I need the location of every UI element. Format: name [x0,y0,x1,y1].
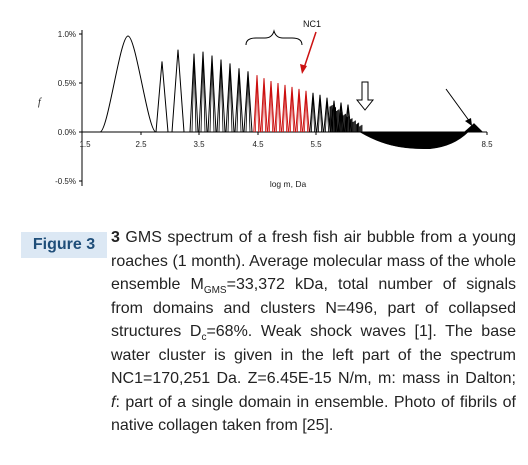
spectrum-peak-inner [304,92,308,133]
spectrum-peak-inner [209,58,215,133]
diagonal-arrow [445,88,471,123]
spectrum-peak [281,84,289,133]
x-tick-label: 4.5 [252,140,264,149]
spectrum-peak [171,49,185,133]
spectrum-peak [99,35,157,133]
figure-label: Figure 3 [21,232,107,258]
gms-spectrum-figure: 1.0% 0.5% 0.0% -0.5% 1.5 2.5 3.5 4.5 5.5 8.5 f log … [0,0,528,215]
spectrum-peak [198,51,208,133]
spectrum-peak [295,88,303,133]
spectrum-peak [288,86,296,133]
x-tick-label: 2.5 [135,140,147,149]
spectrum-peak [189,53,199,133]
spectrum-peak-inner [245,73,251,133]
spectrum-peak [155,61,169,133]
figure-caption: Figure 3 3 GMS spectrum of a fresh fish … [0,226,528,465]
y-tick-label: 0.5% [58,79,76,88]
spectrum-peak [225,63,235,133]
diagonal-arrowhead [465,118,472,126]
chart-labels: 1.0% 0.5% 0.0% -0.5% 1.5 2.5 3.5 4.5 5.5 8.5 f log … [38,30,493,189]
negative-lobe [358,131,469,150]
y-tick-label: 0.0% [58,128,76,137]
spectrum-peak-inner [297,90,301,133]
spectrum-peak [243,71,253,133]
right-peak [464,123,483,132]
y-tick-label: -0.5% [55,177,76,186]
spectrum-peak [316,94,324,133]
caption-subscript-c: c [201,332,207,344]
spectrum-peak-inner [276,84,280,133]
spectrum-peak-inner [311,94,315,133]
caption-subscript-gms: GMS [203,285,227,297]
spectrum-peak-inner [191,56,197,133]
spectrum-peak [302,90,310,133]
spectrum-peak [323,97,331,133]
spectrum-peak-inner [255,77,259,133]
spectrum-peak [274,82,282,133]
x-tick-label: 5.5 [310,140,322,149]
x-tick-label: 1.5 [79,140,91,149]
spectrum-peak [253,75,261,133]
nc1-label: NC1 [303,19,321,29]
caption-text: 3 GMS spectrum of a fresh fish air bubbl… [111,226,516,438]
spectrum-peak-inner [283,86,287,133]
spectrum-peak-inner [290,88,294,133]
chart-marks [99,35,483,150]
spectrum-peak-inner [262,80,266,133]
spectrum-peak [260,78,268,133]
spectrum-peak-inner [227,66,233,133]
x-axis-label: log m, Da [270,179,307,189]
gms-spectrum-chart: 1.0% 0.5% 0.0% -0.5% 1.5 2.5 3.5 4.5 5.5 8.5 f log … [38,19,493,189]
spectrum-peak-inner [269,83,273,133]
y-tick-label: 1.0% [58,30,76,39]
spectrum-peak [309,92,317,133]
spectrum-peak-inner [236,70,242,133]
x-tick-label: 8.5 [481,140,493,149]
spectrum-peak [234,68,244,133]
caption-figure-number: 3 [111,229,120,246]
y-axis-label: f [38,97,42,108]
spectrum-peak-inner [218,62,224,133]
caption-text-part-4: : part of a single domain in ensemble. P… [111,393,516,435]
nc1-arrowhead [300,64,307,74]
caption-text-part-1: GMS spectrum of a fresh fish air bubble … [111,229,516,293]
nc1-arrow [303,31,317,69]
hollow-down-arrow [355,81,375,111]
spectrum-peak [207,55,217,133]
chart-annotations: NC1 [245,19,472,126]
caption-text-part-3: =68%. Weak shock waves [1]. The base wat… [111,323,517,387]
x-tick-label: 3.5 [193,140,205,149]
spectrum-peak-inner [200,54,206,133]
spectrum-peak [267,81,275,133]
brace [245,29,303,46]
spectrum-peak-inner [325,99,329,133]
caption-text-part-2: =33,372 kDa, total number of signals fro… [111,276,517,340]
spectrum-peak [216,59,226,133]
caption-italic-f: f [111,393,116,411]
spectrum-peak-inner [318,96,322,133]
